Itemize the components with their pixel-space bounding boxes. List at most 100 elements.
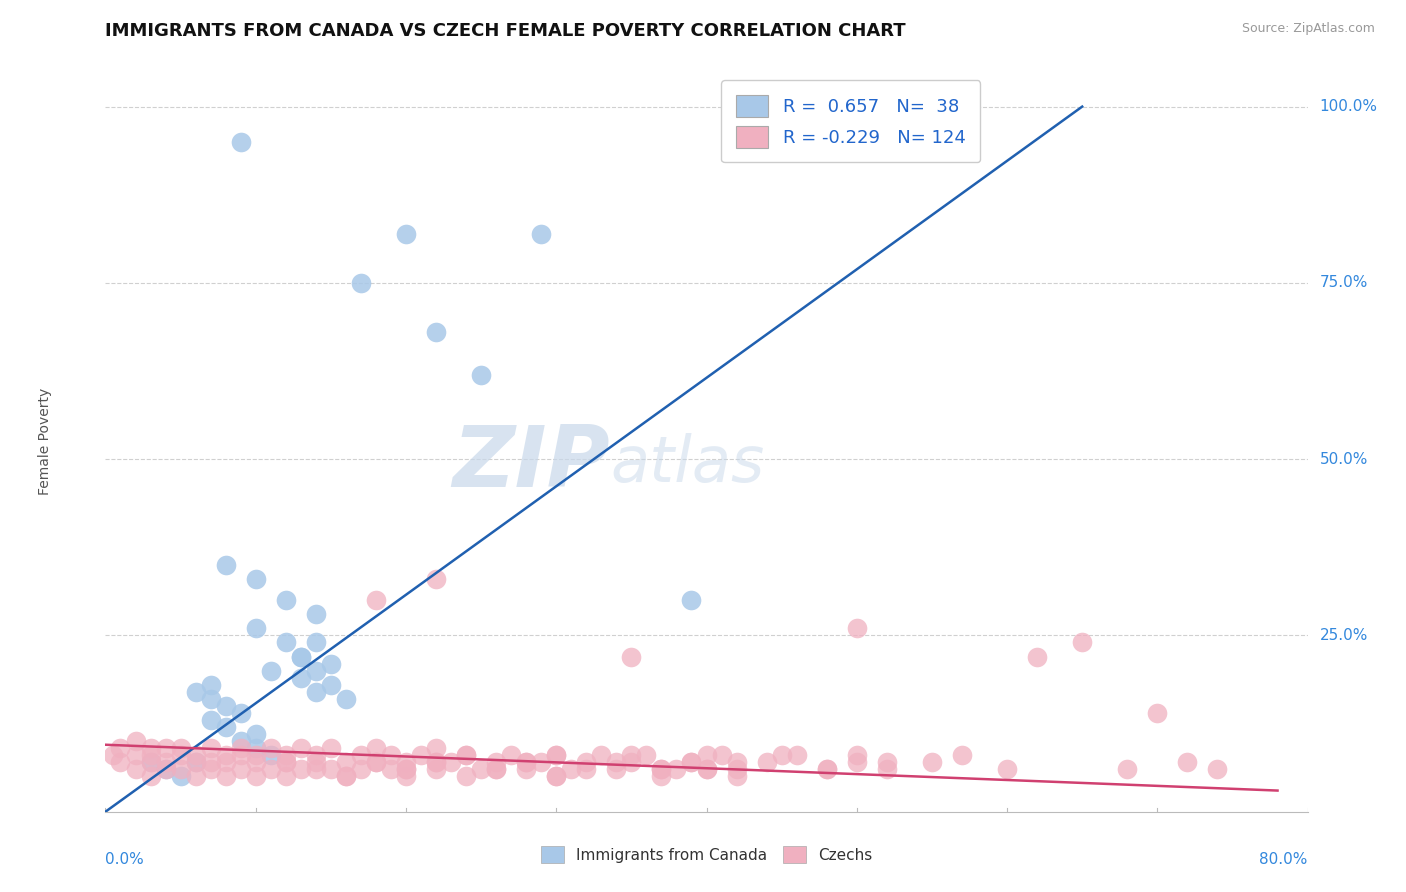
Point xyxy=(395,227,418,241)
Point xyxy=(696,748,718,763)
Point xyxy=(319,763,342,777)
Point xyxy=(305,756,328,770)
Point xyxy=(350,276,373,290)
Point xyxy=(290,741,312,756)
Point xyxy=(546,769,568,783)
Point xyxy=(200,756,222,770)
Point xyxy=(395,763,418,777)
Point xyxy=(425,763,447,777)
Point xyxy=(650,763,672,777)
Point xyxy=(200,713,222,727)
Point xyxy=(200,763,222,777)
Point xyxy=(229,734,252,748)
Point xyxy=(921,756,943,770)
Point xyxy=(636,748,658,763)
Point xyxy=(425,756,447,770)
Point xyxy=(409,748,432,763)
Point xyxy=(274,748,297,763)
Point xyxy=(425,741,447,756)
Point xyxy=(260,664,283,678)
Point xyxy=(501,748,523,763)
Point xyxy=(350,748,373,763)
Point xyxy=(305,607,328,622)
Point xyxy=(876,756,898,770)
Point xyxy=(245,741,267,756)
Point xyxy=(290,649,312,664)
Point xyxy=(470,763,492,777)
Point xyxy=(155,763,177,777)
Point xyxy=(815,763,838,777)
Point xyxy=(245,769,267,783)
Text: 75.0%: 75.0% xyxy=(1320,276,1368,291)
Point xyxy=(710,748,733,763)
Point xyxy=(260,748,283,763)
Point xyxy=(364,756,387,770)
Point xyxy=(290,671,312,685)
Point xyxy=(274,635,297,649)
Point xyxy=(124,734,146,748)
Point xyxy=(485,763,508,777)
Point xyxy=(139,756,162,770)
Point xyxy=(155,763,177,777)
Point xyxy=(274,756,297,770)
Text: atlas: atlas xyxy=(610,433,765,495)
Point xyxy=(245,727,267,741)
Point xyxy=(770,748,793,763)
Point xyxy=(1175,756,1198,770)
Point xyxy=(110,741,132,756)
Point xyxy=(214,558,236,572)
Point xyxy=(515,756,537,770)
Point xyxy=(1206,763,1229,777)
Point xyxy=(425,756,447,770)
Point xyxy=(620,756,643,770)
Point xyxy=(155,756,177,770)
Point xyxy=(454,748,477,763)
Point xyxy=(155,741,177,756)
Point xyxy=(305,685,328,699)
Point xyxy=(620,649,643,664)
Point xyxy=(560,763,582,777)
Point xyxy=(184,748,207,763)
Point xyxy=(605,756,627,770)
Point xyxy=(124,763,146,777)
Point xyxy=(229,748,252,763)
Point xyxy=(440,756,463,770)
Point xyxy=(530,756,553,770)
Point xyxy=(305,748,328,763)
Text: 50.0%: 50.0% xyxy=(1320,451,1368,467)
Point xyxy=(380,748,402,763)
Point xyxy=(319,678,342,692)
Point xyxy=(950,748,973,763)
Point xyxy=(139,769,162,783)
Point xyxy=(139,756,162,770)
Point xyxy=(470,368,492,382)
Point xyxy=(681,756,703,770)
Point xyxy=(139,748,162,763)
Point xyxy=(305,664,328,678)
Point xyxy=(260,763,283,777)
Point xyxy=(546,748,568,763)
Point xyxy=(546,748,568,763)
Point xyxy=(274,769,297,783)
Text: 0.0%: 0.0% xyxy=(105,853,145,867)
Point xyxy=(184,756,207,770)
Point xyxy=(1146,706,1168,720)
Point xyxy=(319,657,342,671)
Point xyxy=(214,769,236,783)
Point xyxy=(725,769,748,783)
Point xyxy=(169,748,191,763)
Point xyxy=(200,692,222,706)
Point xyxy=(995,763,1018,777)
Point xyxy=(169,769,191,783)
Point xyxy=(845,756,868,770)
Point xyxy=(395,763,418,777)
Point xyxy=(786,748,808,763)
Point xyxy=(335,692,357,706)
Point xyxy=(364,756,387,770)
Point xyxy=(485,756,508,770)
Point xyxy=(200,678,222,692)
Point xyxy=(260,741,283,756)
Point xyxy=(124,748,146,763)
Point xyxy=(305,635,328,649)
Text: Female Poverty: Female Poverty xyxy=(38,388,52,495)
